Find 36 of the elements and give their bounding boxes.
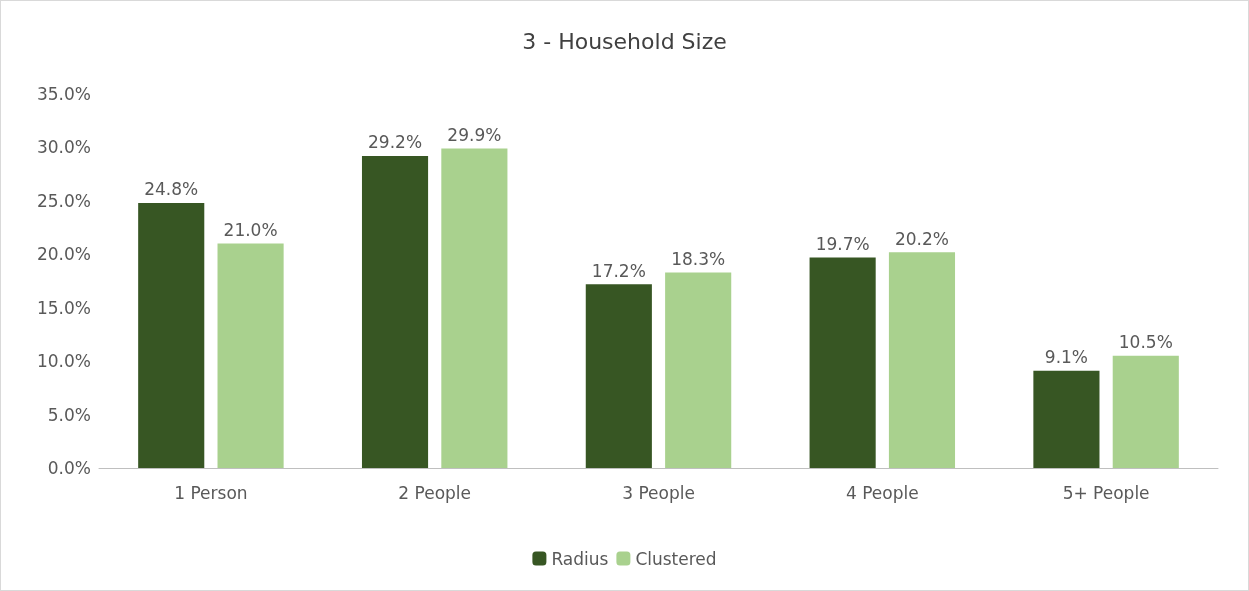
y-tick-label: 25.0% — [36, 190, 91, 211]
bar — [665, 272, 732, 468]
bar — [888, 252, 956, 468]
y-tick-label: 20.0% — [36, 244, 91, 265]
bar — [1112, 355, 1179, 468]
data-label: 29.2% — [368, 132, 423, 153]
y-tick-label: 15.0% — [36, 297, 91, 318]
bar — [138, 202, 205, 468]
x-tick-label: 5+ People — [1062, 482, 1150, 503]
y-tick-label: 0.0% — [47, 458, 91, 478]
bar — [441, 148, 508, 468]
bar — [809, 257, 876, 468]
x-tick-label: 1 Person — [174, 482, 248, 503]
x-tick-label: 3 People — [622, 482, 695, 503]
data-label: 20.2% — [894, 228, 949, 249]
legend-label: Clustered — [635, 548, 717, 569]
y-tick-label: 10.0% — [36, 351, 91, 372]
data-label: 17.2% — [591, 260, 646, 281]
chart-title: 3 - Household Size — [522, 28, 727, 54]
data-label: 18.3% — [671, 248, 726, 269]
x-tick-label: 2 People — [398, 482, 472, 503]
data-label: 9.1% — [1044, 347, 1089, 368]
data-label: 24.8% — [144, 179, 199, 200]
data-label: 29.9% — [447, 125, 502, 145]
legend-label: Radius — [551, 548, 609, 569]
data-label: 19.7% — [815, 233, 870, 254]
bar — [361, 155, 429, 468]
y-tick-label: 30.0% — [36, 137, 91, 158]
bar — [585, 284, 652, 468]
x-tick-label: 4 People — [845, 482, 919, 503]
y-tick-label: 5.0% — [47, 404, 91, 425]
bar — [217, 243, 284, 468]
y-tick-label: 35.0% — [36, 84, 91, 104]
data-label: 10.5% — [1118, 332, 1173, 353]
data-label: 21.0% — [223, 220, 278, 241]
bar — [1033, 370, 1100, 468]
